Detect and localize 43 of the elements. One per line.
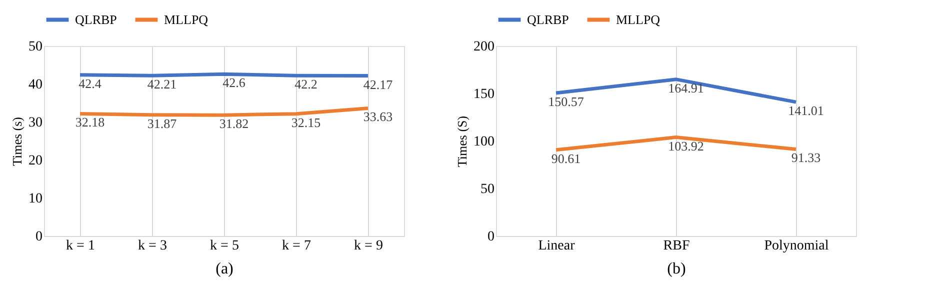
x-tick-label: k = 5 [210, 238, 239, 254]
y-tick-label: 100 [474, 134, 494, 150]
legend-label: MLLPQ [616, 12, 661, 27]
data-label: 42.17 [363, 76, 394, 92]
y-tick-label: 30 [28, 116, 42, 130]
data-label: 31.87 [147, 116, 178, 131]
y-axis-title: Times (S) [454, 116, 470, 168]
data-label: 42.6 [222, 75, 246, 90]
x-tick-label: Polynomial [764, 238, 829, 254]
legend-label: QLRBP [75, 12, 117, 27]
y-axis-title: Times (s) [10, 116, 24, 166]
x-tick-label: k = 7 [282, 238, 311, 254]
x-tick-label: k = 9 [354, 238, 383, 254]
y-tick-label: 0 [488, 230, 494, 244]
data-label: 32.18 [75, 114, 105, 130]
y-tick-label: 10 [28, 192, 42, 206]
data-label: 164.91 [668, 80, 704, 96]
data-label: 91.33 [791, 150, 821, 166]
data-label: 150.57 [548, 94, 584, 109]
x-tick-label: Linear [538, 238, 576, 254]
data-label: 42.4 [78, 76, 102, 91]
y-tick-label: 50 [28, 40, 42, 54]
x-tick-label: RBF [663, 238, 690, 254]
y-tick-label: 20 [28, 154, 42, 168]
y-tick-label: 50 [480, 182, 494, 197]
x-tick-label: k = 3 [138, 238, 167, 254]
data-label: 42.2 [294, 76, 318, 92]
x-axis-title: (b) [667, 260, 686, 278]
data-label: 103.92 [668, 138, 704, 154]
data-label: 141.01 [788, 103, 824, 118]
legend-label: QLRBP [527, 12, 569, 27]
x-tick-label: k = 1 [66, 238, 95, 254]
data-label: 32.15 [291, 114, 321, 130]
data-label: 31.82 [219, 116, 249, 132]
x-axis-title: (a) [216, 260, 234, 278]
legend-label: MLLPQ [164, 12, 209, 27]
y-tick-label: 200 [474, 40, 494, 54]
y-tick-label: 40 [28, 78, 42, 92]
data-label: 42.21 [147, 76, 177, 92]
data-label: 33.63 [363, 109, 393, 124]
y-tick-label: 0 [36, 230, 42, 244]
y-tick-label: 150 [474, 87, 494, 102]
data-label: 90.61 [551, 150, 581, 166]
